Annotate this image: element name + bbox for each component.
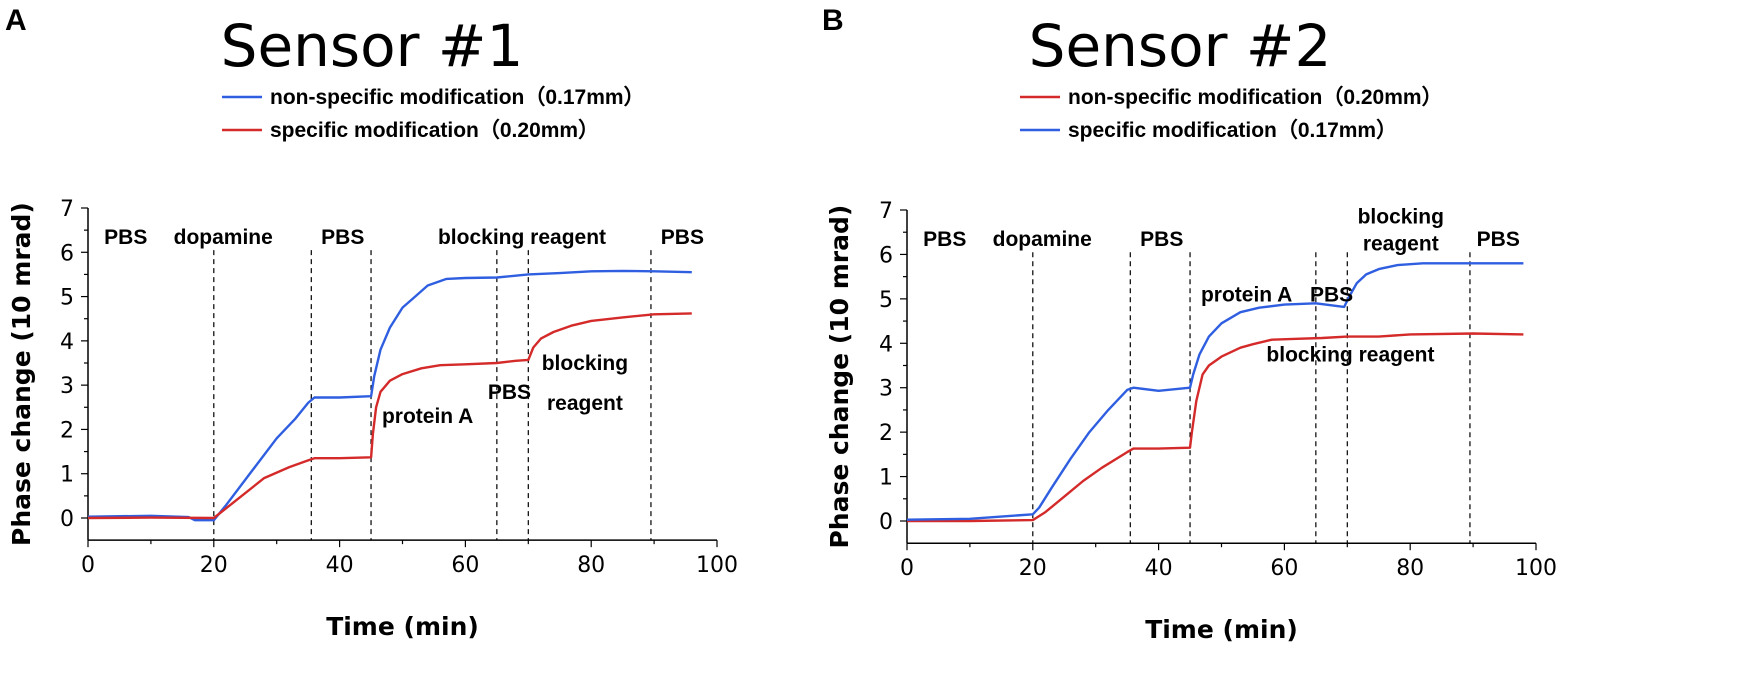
y-tick-label: 3	[879, 377, 893, 402]
annotation-label: PBS	[1140, 228, 1183, 251]
x-tick-label: 0	[900, 556, 914, 581]
x-tick-label: 40	[1145, 556, 1173, 581]
y-tick-label: 0	[879, 510, 893, 535]
y-tick-label: 2	[879, 421, 893, 446]
x-tick-label: 20	[200, 553, 228, 578]
series-line-0	[907, 332, 1524, 523]
y-tick-label: 7	[879, 199, 893, 224]
annotation-label: PBS	[321, 226, 364, 249]
legend-entry: specific modification（0.17mm）	[1068, 118, 1397, 142]
annotation-label: blocking	[1358, 206, 1444, 229]
y-tick-label: 3	[60, 374, 74, 399]
annotation-label: protein A	[1201, 283, 1292, 306]
annotation-label: PBS	[488, 381, 531, 404]
annotation-label: protein A	[382, 405, 473, 428]
y-tick-label: 0	[60, 507, 74, 532]
x-tick-label: 60	[451, 553, 479, 578]
x-tick-label: 80	[577, 553, 605, 578]
x-axis-label: Time (min)	[326, 612, 479, 641]
annotation-label: blocking reagent	[438, 226, 606, 249]
y-tick-label: 4	[60, 330, 74, 355]
y-tick-label: 5	[879, 288, 893, 313]
x-tick-label: 20	[1019, 556, 1047, 581]
annotation-label: PBS	[1310, 283, 1353, 306]
legend-entry: non-specific modification（0.17mm）	[270, 85, 645, 109]
annotation-label: reagent	[547, 392, 623, 415]
panel-label: A	[5, 4, 27, 37]
y-tick-label: 1	[879, 466, 893, 491]
x-tick-label: 40	[326, 553, 354, 578]
annotation-label: dopamine	[993, 228, 1092, 251]
y-axis-label: Phase change (10 mrad)	[825, 205, 854, 549]
series-line-1	[906, 262, 1524, 521]
x-tick-label: 100	[696, 553, 738, 578]
annotation-label: PBS	[104, 226, 147, 249]
chart-title: Sensor #2	[1029, 12, 1332, 80]
annotation-label: reagent	[1363, 232, 1439, 255]
annotation-label: PBS	[1477, 228, 1520, 251]
annotation-label: PBS	[661, 226, 704, 249]
x-tick-label: 0	[81, 553, 95, 578]
x-axis-label: Time (min)	[1145, 615, 1298, 644]
annotation-label: blocking reagent	[1266, 343, 1434, 366]
legend-entry: specific modification（0.20mm）	[270, 118, 599, 142]
chart-title: Sensor #1	[221, 12, 524, 80]
y-tick-label: 2	[60, 418, 74, 443]
series-line-1	[87, 312, 692, 520]
y-tick-label: 1	[60, 463, 74, 488]
y-tick-label: 7	[60, 197, 74, 222]
annotation-label: blocking	[542, 352, 628, 375]
chart-panel-a: A Sensor #1 non-specific modification（0.17…	[5, 4, 738, 641]
chart-panel-b: B Sensor #2 non-specific modification（0.20…	[822, 4, 1557, 644]
x-tick-label: 100	[1515, 556, 1557, 581]
annotation-label: dopamine	[174, 226, 273, 249]
y-tick-label: 6	[60, 241, 74, 266]
x-tick-label: 60	[1270, 556, 1298, 581]
y-tick-label: 5	[60, 286, 74, 311]
y-tick-label: 4	[879, 332, 893, 357]
legend-entry: non-specific modification（0.20mm）	[1068, 85, 1443, 109]
y-tick-label: 6	[879, 243, 893, 268]
panel-label: B	[822, 4, 844, 37]
annotation-label: PBS	[923, 228, 966, 251]
y-axis-label: Phase change (10 mrad)	[7, 202, 36, 546]
x-tick-label: 80	[1396, 556, 1424, 581]
